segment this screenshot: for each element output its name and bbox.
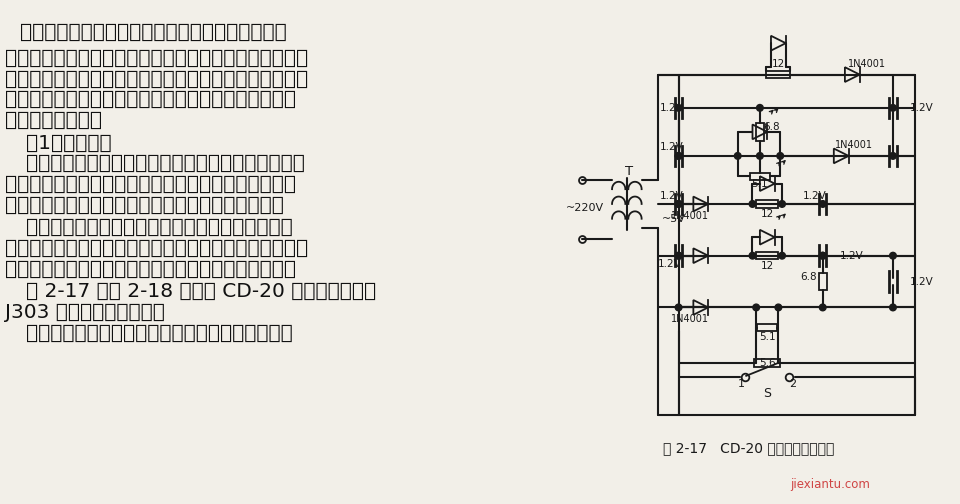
Circle shape bbox=[756, 104, 763, 111]
Text: 2: 2 bbox=[789, 380, 797, 389]
Text: 1.2V: 1.2V bbox=[909, 103, 933, 113]
Text: 充电器实际上是一个变压器降压、二极管整流电路。: 充电器实际上是一个变压器降压、二极管整流电路。 bbox=[26, 154, 304, 173]
Bar bbox=[766, 71, 790, 78]
Circle shape bbox=[890, 253, 897, 259]
Circle shape bbox=[749, 201, 756, 207]
Bar bbox=[757, 324, 778, 332]
Text: 家用充电器包括铅酸蓄电池充电器和镁镁电池充电: 家用充电器包括铅酸蓄电池充电器和镁镁电池充电 bbox=[20, 23, 287, 42]
Text: 1: 1 bbox=[738, 380, 745, 389]
Text: 5.1: 5.1 bbox=[752, 179, 768, 190]
Text: 电流相差悬殊。应急灯、家用逃变器等小家电产品中，大: 电流相差悬殊。应急灯、家用逃变器等小家电产品中，大 bbox=[5, 70, 308, 89]
Text: ~5V: ~5V bbox=[662, 214, 685, 224]
Circle shape bbox=[675, 153, 682, 159]
Text: 1.2V: 1.2V bbox=[803, 191, 827, 201]
Text: 蓄电池的充电过程就是电能和化学能的转换过程，解决: 蓄电池的充电过程就是电能和化学能的转换过程，解决 bbox=[5, 175, 296, 194]
Circle shape bbox=[820, 253, 826, 259]
Bar bbox=[755, 359, 780, 367]
Circle shape bbox=[675, 201, 682, 207]
Text: （1）工作原理: （1）工作原理 bbox=[26, 134, 111, 153]
Text: 6.8: 6.8 bbox=[763, 122, 780, 133]
Circle shape bbox=[820, 304, 826, 311]
Circle shape bbox=[890, 153, 897, 159]
Text: T: T bbox=[625, 165, 633, 178]
Bar bbox=[819, 273, 827, 290]
Text: J303 型充电器电原理图。: J303 型充电器电原理图。 bbox=[5, 303, 164, 322]
Text: 5.6: 5.6 bbox=[759, 358, 776, 368]
Text: 1.2V: 1.2V bbox=[839, 250, 863, 261]
Circle shape bbox=[749, 253, 756, 259]
Bar bbox=[756, 200, 779, 208]
Circle shape bbox=[779, 253, 785, 259]
Circle shape bbox=[777, 153, 783, 159]
Circle shape bbox=[675, 153, 682, 159]
Text: S: S bbox=[763, 387, 771, 400]
Text: 充电和恒流充电两种方式。恒流充电多用于大电流、集中: 充电和恒流充电两种方式。恒流充电多用于大电流、集中 bbox=[5, 239, 308, 258]
Text: 6.8: 6.8 bbox=[801, 272, 817, 282]
Circle shape bbox=[779, 201, 785, 207]
Text: 充电的情况。镁镁蓄电池的充电多采用恒压充电方式。: 充电的情况。镁镁蓄电池的充电多采用恒压充电方式。 bbox=[5, 260, 296, 279]
Text: 上述两种镁镁蓄电池充电器均采用恒压充电方式。: 上述两种镁镁蓄电池充电器均采用恒压充电方式。 bbox=[26, 324, 293, 343]
Text: 1N4001: 1N4001 bbox=[835, 140, 874, 150]
Text: 1.2V: 1.2V bbox=[660, 103, 684, 113]
Text: 1.2V: 1.2V bbox=[909, 277, 933, 287]
Text: 12: 12 bbox=[760, 209, 774, 219]
Circle shape bbox=[675, 304, 682, 311]
Text: 器的原理与检修。: 器的原理与检修。 bbox=[5, 111, 102, 130]
Text: 12: 12 bbox=[760, 261, 774, 271]
Text: 图 2-17   CD-20 型充电器电原理图: 图 2-17 CD-20 型充电器电原理图 bbox=[663, 441, 834, 455]
Text: 12: 12 bbox=[772, 59, 785, 69]
Circle shape bbox=[890, 304, 897, 311]
Text: 1N4001: 1N4001 bbox=[671, 211, 708, 221]
Circle shape bbox=[820, 253, 826, 259]
Circle shape bbox=[890, 104, 897, 111]
Text: jiexiantu.com: jiexiantu.com bbox=[790, 478, 871, 491]
Text: 1.2V: 1.2V bbox=[660, 142, 684, 152]
Text: 1.2V: 1.2V bbox=[660, 191, 684, 201]
Circle shape bbox=[734, 153, 741, 159]
Circle shape bbox=[675, 253, 682, 259]
Text: ~220V: ~220V bbox=[565, 203, 604, 213]
Circle shape bbox=[775, 304, 781, 311]
Text: 1.2V: 1.2V bbox=[659, 259, 682, 269]
Bar bbox=[756, 123, 764, 141]
Circle shape bbox=[675, 104, 682, 111]
Circle shape bbox=[753, 304, 759, 311]
Text: 图 2-17 和图 2-18 分别为 CD-20 型充电器和爱华: 图 2-17 和图 2-18 分别为 CD-20 型充电器和爱华 bbox=[26, 282, 376, 301]
Text: 部分装有充电电路。本文重点介绍家用镁镁蓄电池充电: 部分装有充电电路。本文重点介绍家用镁镁蓄电池充电 bbox=[5, 90, 296, 109]
Circle shape bbox=[675, 201, 682, 207]
Circle shape bbox=[820, 201, 826, 207]
Text: 1N4001: 1N4001 bbox=[671, 314, 708, 324]
Circle shape bbox=[675, 253, 682, 259]
Bar bbox=[756, 252, 779, 260]
Text: 从能量转换的角度考虑，蓄电池的充电过程有恒压: 从能量转换的角度考虑，蓄电池的充电过程有恒压 bbox=[26, 218, 293, 237]
Circle shape bbox=[756, 153, 763, 159]
Text: 好电能和化学能的转换效率，是充电器的技术关键。: 好电能和化学能的转换效率，是充电器的技术关键。 bbox=[5, 196, 283, 215]
Bar bbox=[750, 172, 770, 180]
Text: 5.1: 5.1 bbox=[759, 332, 776, 342]
Text: 器两大类。这两类充电器的工作原理完全相同，只是充电: 器两大类。这两类充电器的工作原理完全相同，只是充电 bbox=[5, 49, 308, 68]
Text: 1N4001: 1N4001 bbox=[848, 58, 886, 69]
